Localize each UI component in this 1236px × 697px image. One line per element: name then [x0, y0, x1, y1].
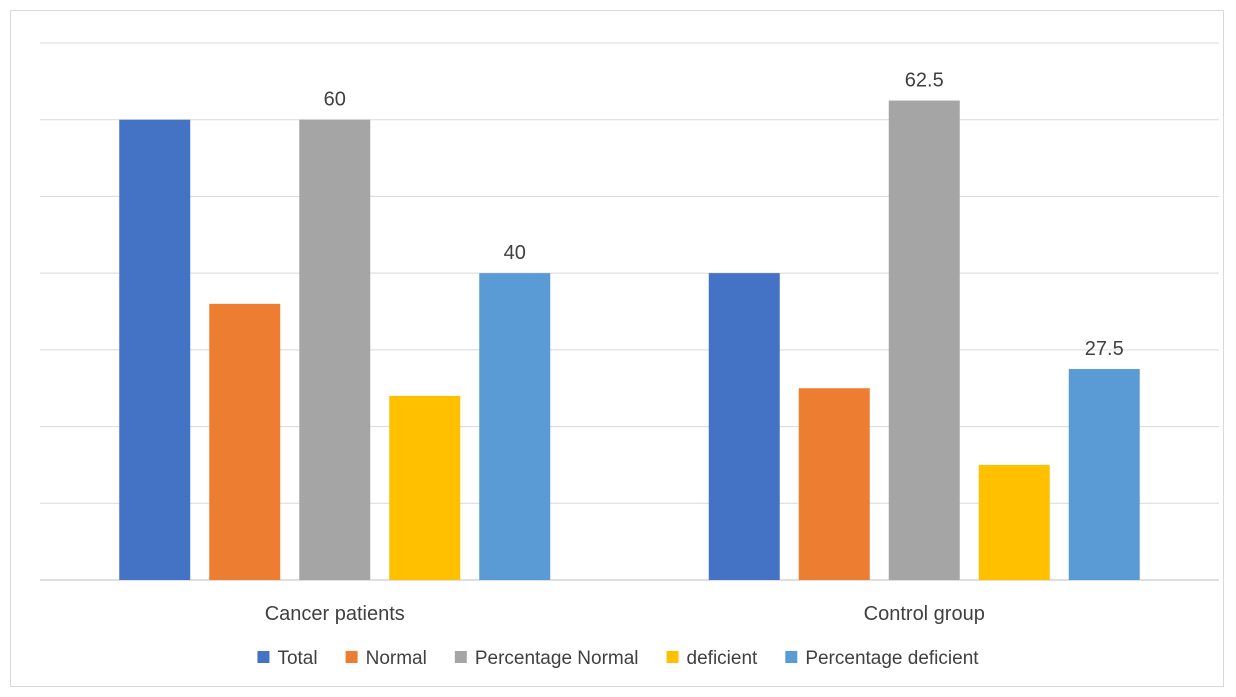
- data-label: 40: [504, 242, 526, 264]
- legend: Total Normal Percentage Normal deficient Per…: [257, 648, 979, 669]
- x-axis: Cancer patients Control group: [265, 603, 985, 625]
- bars: [119, 100, 1140, 581]
- bar-deficient: [978, 464, 1050, 580]
- data-label: 60: [324, 89, 346, 111]
- data-label: 27.5: [1085, 338, 1124, 360]
- bar-deficient: [389, 395, 461, 580]
- bar-percentage-deficient: [479, 273, 551, 580]
- legend-label: Total: [277, 648, 317, 669]
- data-label: 62.5: [905, 70, 944, 92]
- bar-normal: [798, 388, 870, 580]
- x-tick-label: Cancer patients: [265, 603, 405, 625]
- legend-label: Percentage Normal: [475, 648, 639, 669]
- legend-swatch: [345, 651, 358, 663]
- bar-percentage-normal: [888, 100, 960, 581]
- bar-total: [708, 273, 780, 580]
- legend-swatch: [785, 651, 798, 663]
- bar-normal: [209, 303, 281, 580]
- legend-swatch: [454, 651, 467, 663]
- legend-label: Percentage deficient: [805, 648, 979, 669]
- legend-label: Normal: [366, 648, 427, 669]
- legend-swatch: [257, 651, 270, 663]
- legend-label: deficient: [687, 648, 758, 669]
- bar-total: [119, 119, 191, 580]
- x-tick-label: Control group: [864, 603, 985, 625]
- bar-percentage-normal: [299, 119, 371, 580]
- bar-percentage-deficient: [1068, 369, 1140, 580]
- data-labels: 60 40 62.5 27.5: [324, 70, 1124, 360]
- legend-swatch: [666, 651, 679, 663]
